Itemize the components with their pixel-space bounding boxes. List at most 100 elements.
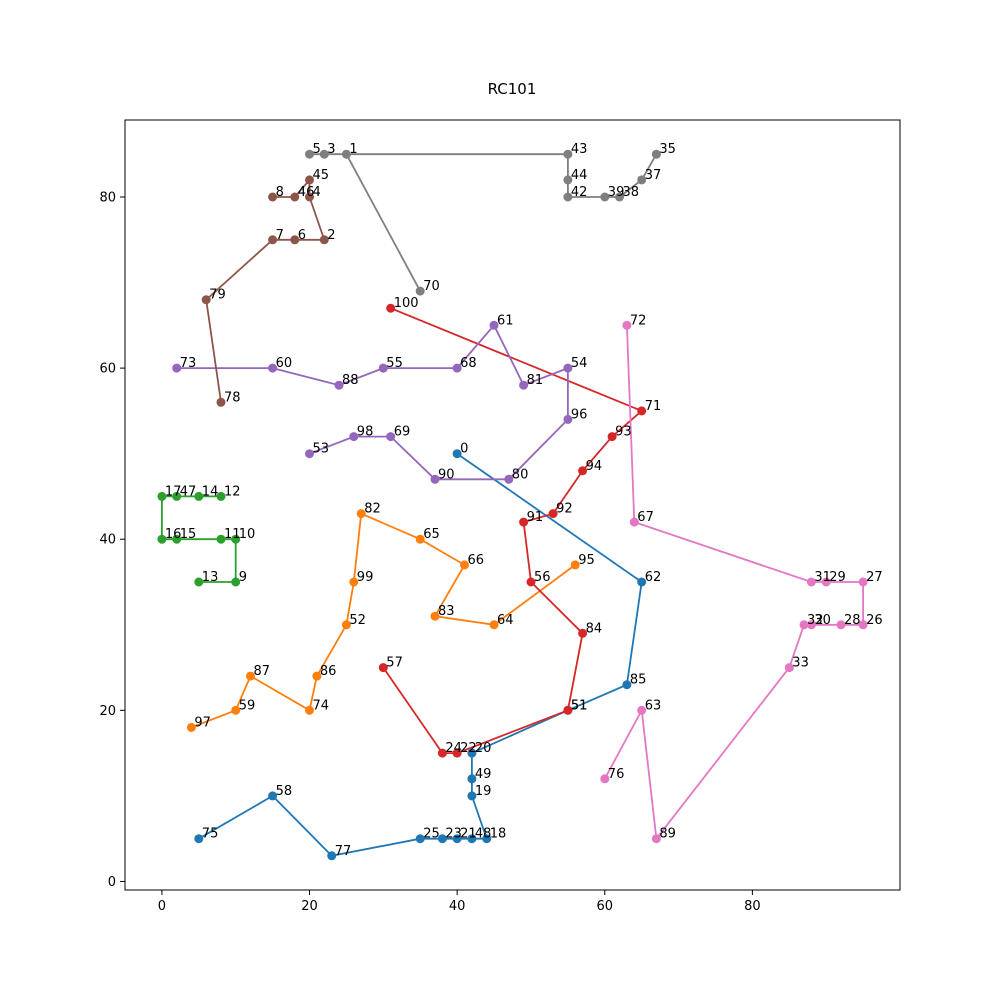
node-label-28: 28 [844,613,861,628]
node-label-7: 7 [276,228,284,243]
node-point-84 [578,628,588,638]
node-point-14 [194,491,204,501]
node-label-78: 78 [224,390,241,405]
node-point-65 [415,534,425,544]
x-tick-label-0: 0 [158,899,166,914]
node-point-53 [305,449,314,459]
node-label-86: 86 [320,664,337,679]
node-label-70: 70 [423,279,440,294]
node-label-81: 81 [527,373,544,388]
node-point-79 [201,295,211,305]
node-point-66 [460,560,469,570]
node-label-19: 19 [475,784,492,799]
node-label-27: 27 [866,570,883,585]
node-label-92: 92 [556,502,573,517]
y-tick-label-60: 60 [99,362,116,377]
node-point-37 [637,175,647,185]
node-label-67: 67 [637,510,654,525]
labels-layer: 0628551204919184821232577587595648366658… [165,142,883,859]
node-label-15: 15 [180,527,197,542]
node-point-22 [452,748,462,758]
node-label-2: 2 [327,228,335,243]
node-point-68 [452,363,462,373]
node-label-98: 98 [357,425,374,440]
node-label-74: 74 [313,698,330,713]
node-label-48: 48 [475,827,492,842]
x-axis: 0 20 40 60 80 [158,890,761,914]
node-point-64 [489,620,499,630]
node-label-9: 9 [239,570,247,585]
node-point-67 [629,517,639,527]
node-point-44 [563,175,573,185]
node-label-100: 100 [394,296,419,311]
node-label-54: 54 [571,356,588,371]
node-point-33 [784,663,794,673]
node-label-8: 8 [276,185,284,200]
node-point-91 [519,517,529,527]
node-point-99 [349,577,359,587]
node-point-55 [378,363,388,373]
node-point-81 [519,380,529,390]
node-point-71 [637,406,647,416]
node-point-29 [821,577,831,587]
node-point-95 [570,560,580,570]
node-point-13 [194,577,204,587]
node-label-11: 11 [224,527,241,542]
node-label-33: 33 [792,656,809,671]
y-axis: 0 20 40 60 80 [99,191,125,890]
node-label-93: 93 [615,425,632,440]
node-label-31: 31 [814,570,831,585]
node-label-13: 13 [202,570,219,585]
node-point-45 [305,175,314,185]
y-tick-label-80: 80 [99,191,116,206]
node-point-54 [563,363,573,373]
node-point-26 [858,620,868,630]
node-point-27 [858,577,868,587]
node-point-1 [341,149,351,159]
x-tick-label-80: 80 [744,899,761,914]
node-point-69 [386,432,396,442]
node-point-39 [600,192,610,202]
node-label-66: 66 [468,553,485,568]
node-point-58 [268,791,278,801]
node-label-80: 80 [512,467,529,482]
node-label-55: 55 [386,356,403,371]
node-point-15 [172,534,182,544]
node-point-10 [231,534,241,544]
node-point-90 [430,474,440,484]
node-label-90: 90 [438,467,455,482]
node-point-12 [216,491,226,501]
node-label-82: 82 [364,502,381,517]
routes-layer [160,153,864,857]
node-point-7 [268,235,278,245]
node-label-79: 79 [209,288,226,303]
node-label-24: 24 [445,741,462,756]
node-label-4: 4 [313,185,321,200]
route-line-1 [191,512,576,729]
node-label-75: 75 [202,827,219,842]
node-point-4 [305,192,314,202]
node-label-56: 56 [534,570,551,585]
node-label-73: 73 [180,356,197,371]
node-label-87: 87 [254,664,271,679]
node-label-35: 35 [659,142,676,157]
node-point-57 [378,663,388,673]
node-point-52 [341,620,351,630]
node-label-59: 59 [239,698,256,713]
node-label-25: 25 [423,827,440,842]
node-point-25 [415,834,425,844]
node-point-61 [489,320,499,330]
node-label-32: 32 [807,613,824,628]
node-point-51 [563,705,573,715]
node-point-31 [806,577,816,587]
node-label-63: 63 [645,698,662,713]
node-point-9 [231,577,241,587]
node-point-48 [467,834,477,844]
node-point-60 [268,363,278,373]
node-point-8 [268,192,278,202]
node-point-77 [327,851,337,861]
node-point-35 [651,149,661,159]
x-tick-label-40: 40 [449,899,466,914]
route-line-0 [198,452,643,857]
x-tick-label-20: 20 [301,899,318,914]
